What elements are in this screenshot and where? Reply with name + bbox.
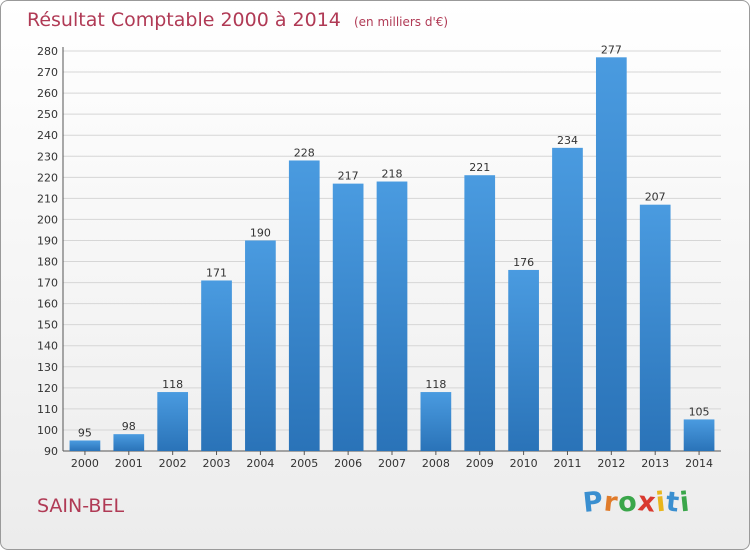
bar (69, 440, 101, 451)
x-tick-label: 2012 (597, 457, 625, 470)
data-label: 171 (206, 266, 227, 279)
x-tick-label: 2011 (553, 457, 581, 470)
y-tick-label: 160 (37, 298, 58, 311)
chart-title: Résultat Comptable 2000 à 2014 (27, 9, 341, 31)
y-tick-label: 270 (37, 66, 58, 79)
x-tick-label: 2008 (422, 457, 450, 470)
y-tick-label: 230 (37, 150, 58, 163)
x-tick-label: 2009 (466, 457, 494, 470)
x-tick-label: 2007 (378, 457, 406, 470)
bar (552, 147, 583, 451)
data-label: 190 (250, 226, 271, 239)
bar (332, 183, 364, 451)
bar (376, 181, 408, 452)
logo-letter: i (678, 486, 693, 519)
data-label: 228 (294, 146, 315, 159)
y-tick-label: 100 (37, 424, 58, 437)
y-tick-label: 180 (37, 256, 58, 269)
y-tick-label: 240 (37, 129, 58, 142)
y-tick-label: 260 (37, 87, 58, 100)
y-tick-label: 150 (37, 319, 58, 332)
data-label: 277 (601, 43, 622, 56)
bar (595, 57, 627, 451)
y-tick-label: 190 (37, 234, 58, 247)
bar (245, 240, 276, 451)
bar (157, 392, 189, 451)
bar (201, 280, 232, 451)
y-tick-label: 90 (44, 445, 58, 458)
x-tick-label: 2003 (203, 457, 231, 470)
y-tick-label: 220 (37, 171, 58, 184)
data-label: 105 (689, 405, 710, 418)
y-tick-label: 130 (37, 361, 58, 374)
y-tick-label: 200 (37, 213, 58, 226)
bar (113, 434, 145, 451)
title-row: Résultat Comptable 2000 à 2014 (en milli… (27, 9, 448, 31)
bar (508, 269, 539, 451)
x-tick-label: 2013 (641, 457, 669, 470)
y-tick-label: 250 (37, 108, 58, 121)
place-name: SAIN-BEL (37, 495, 125, 517)
y-tick-label: 170 (37, 277, 58, 290)
x-tick-label: 2014 (685, 457, 713, 470)
bar (420, 392, 452, 451)
bar (639, 204, 671, 451)
bar (288, 160, 320, 451)
y-tick-label: 280 (37, 45, 58, 58)
chart-subtitle: (en milliers d'€) (353, 15, 449, 29)
x-tick-label: 2006 (334, 457, 362, 470)
x-tick-label: 2001 (115, 457, 143, 470)
data-label: 98 (122, 420, 136, 433)
x-tick-label: 2000 (71, 457, 99, 470)
data-label: 118 (162, 378, 183, 391)
bar (464, 175, 496, 452)
data-label: 218 (382, 168, 403, 181)
y-tick-label: 110 (37, 403, 58, 416)
x-tick-label: 2010 (510, 457, 538, 470)
data-label: 207 (645, 191, 666, 204)
proxiti-logo: Proxiti (581, 486, 693, 519)
data-label: 221 (469, 161, 490, 174)
x-tick-label: 2005 (290, 457, 318, 470)
data-label: 95 (78, 426, 92, 439)
data-label: 176 (513, 256, 534, 269)
y-tick-label: 120 (37, 382, 58, 395)
data-label: 234 (557, 134, 578, 147)
y-tick-label: 210 (37, 192, 58, 205)
x-tick-label: 2002 (159, 457, 187, 470)
y-tick-label: 140 (37, 340, 58, 353)
data-label: 217 (338, 170, 359, 183)
bar (683, 419, 715, 451)
x-tick-label: 2004 (246, 457, 274, 470)
data-label: 118 (425, 378, 446, 391)
